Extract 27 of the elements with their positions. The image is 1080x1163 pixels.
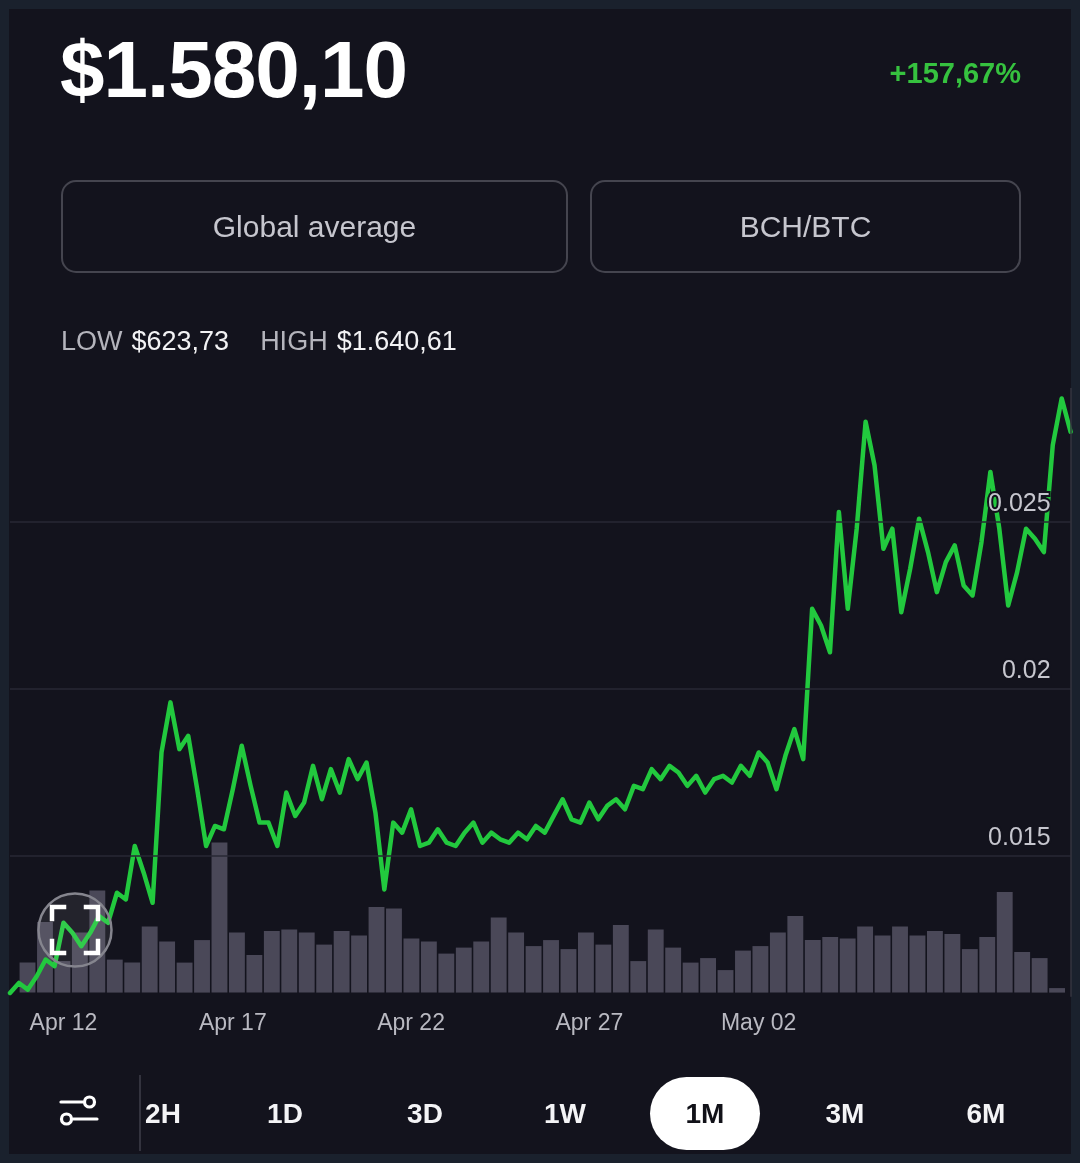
bar: [717, 970, 734, 993]
select-button: BCH/BTC: [590, 180, 1021, 273]
text: LOW: [61, 326, 123, 356]
bar: [368, 907, 385, 993]
text: 1W: [544, 1098, 586, 1129]
y-tick-label: 0.02: [1001, 654, 1051, 683]
x-tick-label: Apr 22: [377, 1008, 445, 1035]
text: 3M: [825, 1098, 865, 1129]
text: 2H: [145, 1098, 181, 1129]
chart-title: $1.580,10: [60, 25, 407, 114]
text: $1.640,61: [336, 326, 457, 356]
text: 1D: [267, 1098, 303, 1129]
text: $623,73: [131, 326, 230, 356]
bar: [211, 842, 228, 993]
y-tick-label: 0.015: [988, 821, 1051, 850]
bar: [909, 935, 926, 993]
text: 3D: [407, 1098, 443, 1129]
text: HIGH: [260, 326, 328, 356]
x-tick-label: Apr 27: [555, 1008, 624, 1035]
x-tick-label: Apr 12: [29, 1008, 98, 1035]
chart-subtitle: +157,67%: [889, 57, 1021, 89]
text: 6M: [966, 1098, 1006, 1129]
bar: [560, 949, 577, 993]
tab-pill: 1M: [650, 1077, 760, 1150]
select-button: Global average: [61, 180, 568, 273]
x-tick-label: Apr 17: [198, 1008, 267, 1035]
x-tick-label: May 02: [720, 1008, 797, 1035]
